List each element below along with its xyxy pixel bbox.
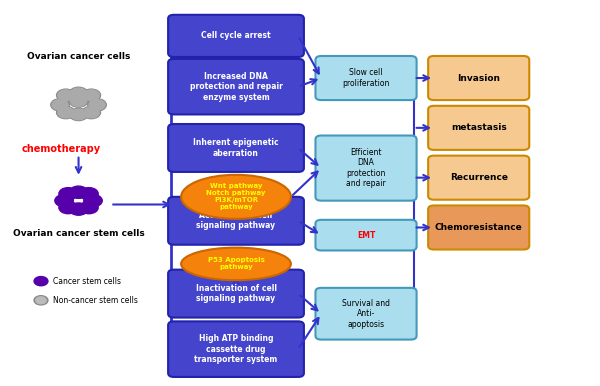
FancyBboxPatch shape [428,106,529,150]
Text: Ovarian cancer cells: Ovarian cancer cells [27,52,130,61]
Circle shape [70,108,88,120]
Circle shape [51,99,70,111]
Circle shape [59,188,77,200]
Circle shape [70,88,86,99]
FancyBboxPatch shape [316,220,416,251]
FancyBboxPatch shape [168,322,304,377]
Circle shape [83,107,100,118]
Text: EMT: EMT [357,231,375,240]
FancyBboxPatch shape [428,156,529,200]
FancyBboxPatch shape [168,197,304,245]
Circle shape [70,109,86,120]
Circle shape [70,96,86,107]
Text: Efficient
DNA
protection
and repair: Efficient DNA protection and repair [346,148,386,188]
Circle shape [89,100,105,110]
Text: Inherent epigenetic
aberration: Inherent epigenetic aberration [193,138,279,157]
Circle shape [82,107,101,119]
Circle shape [80,188,98,200]
FancyBboxPatch shape [428,56,529,100]
Circle shape [88,99,106,111]
Circle shape [59,201,77,214]
Text: Recurrence: Recurrence [450,173,508,182]
Text: metastasis: metastasis [451,124,506,132]
Circle shape [82,89,101,102]
Text: Cell cycle arrest: Cell cycle arrest [201,31,271,41]
Circle shape [58,107,74,118]
Circle shape [52,100,68,110]
FancyBboxPatch shape [168,15,304,57]
Text: chemotherapy: chemotherapy [22,144,101,154]
Circle shape [34,276,48,286]
Text: Inactivation of cell
signaling pathway: Inactivation of cell signaling pathway [196,284,277,303]
Circle shape [58,90,74,101]
FancyBboxPatch shape [168,270,304,318]
FancyBboxPatch shape [316,135,416,201]
Circle shape [56,107,75,119]
Ellipse shape [181,175,291,219]
Text: P53 Apoptosis
pathway: P53 Apoptosis pathway [208,257,265,271]
Text: Increased DNA
protection and repair
enzyme system: Increased DNA protection and repair enzy… [190,72,283,102]
Circle shape [34,296,48,305]
Circle shape [83,90,100,101]
Text: Ovarian cancer stem cells: Ovarian cancer stem cells [13,229,145,238]
Circle shape [56,89,75,102]
Text: Wnt pathway
Notch pathway
PI3K/mTOR
pathway: Wnt pathway Notch pathway PI3K/mTOR path… [206,183,266,210]
Text: High ATP binding
cassette drug
transporter system: High ATP binding cassette drug transport… [194,334,278,364]
Text: Slow cell
proliferation: Slow cell proliferation [343,68,390,88]
Circle shape [70,87,88,100]
Circle shape [84,195,102,207]
Circle shape [70,186,88,198]
Circle shape [70,203,88,215]
FancyBboxPatch shape [316,56,416,100]
Text: Cancer stem cells: Cancer stem cells [53,277,121,286]
FancyBboxPatch shape [316,288,416,340]
FancyBboxPatch shape [168,59,304,114]
Circle shape [55,195,73,207]
Circle shape [36,297,46,304]
Text: Chemoresistance: Chemoresistance [435,223,523,232]
Circle shape [80,201,98,214]
Text: Non-cancer stem cells: Non-cancer stem cells [53,296,137,305]
FancyBboxPatch shape [428,205,529,249]
FancyBboxPatch shape [168,124,304,172]
Text: Survival and
Anti-
apoptosis: Survival and Anti- apoptosis [342,299,390,328]
Ellipse shape [181,247,291,280]
Text: Activation of cell
signaling pathway: Activation of cell signaling pathway [196,211,275,230]
Text: Invasion: Invasion [457,74,500,83]
Circle shape [70,95,88,107]
